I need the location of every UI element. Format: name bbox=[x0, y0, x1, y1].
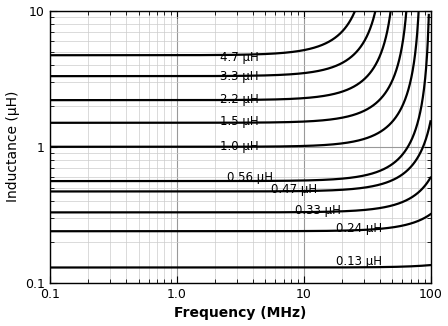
Text: 1.0 μH: 1.0 μH bbox=[220, 140, 259, 153]
Text: 4.7 μH: 4.7 μH bbox=[220, 51, 259, 64]
Text: 0.24 μH: 0.24 μH bbox=[336, 222, 382, 235]
Text: 0.47 μH: 0.47 μH bbox=[271, 183, 317, 196]
X-axis label: Frequency (MHz): Frequency (MHz) bbox=[174, 306, 306, 320]
Text: 3.3 μH: 3.3 μH bbox=[220, 70, 258, 83]
Y-axis label: Inductance (μH): Inductance (μH) bbox=[5, 91, 20, 202]
Text: 1.5 μH: 1.5 μH bbox=[220, 115, 259, 128]
Text: 0.33 μH: 0.33 μH bbox=[295, 204, 340, 217]
Text: 0.56 μH: 0.56 μH bbox=[227, 170, 273, 184]
Text: 0.13 μH: 0.13 μH bbox=[336, 255, 382, 268]
Text: 2.2 μH: 2.2 μH bbox=[220, 93, 259, 106]
